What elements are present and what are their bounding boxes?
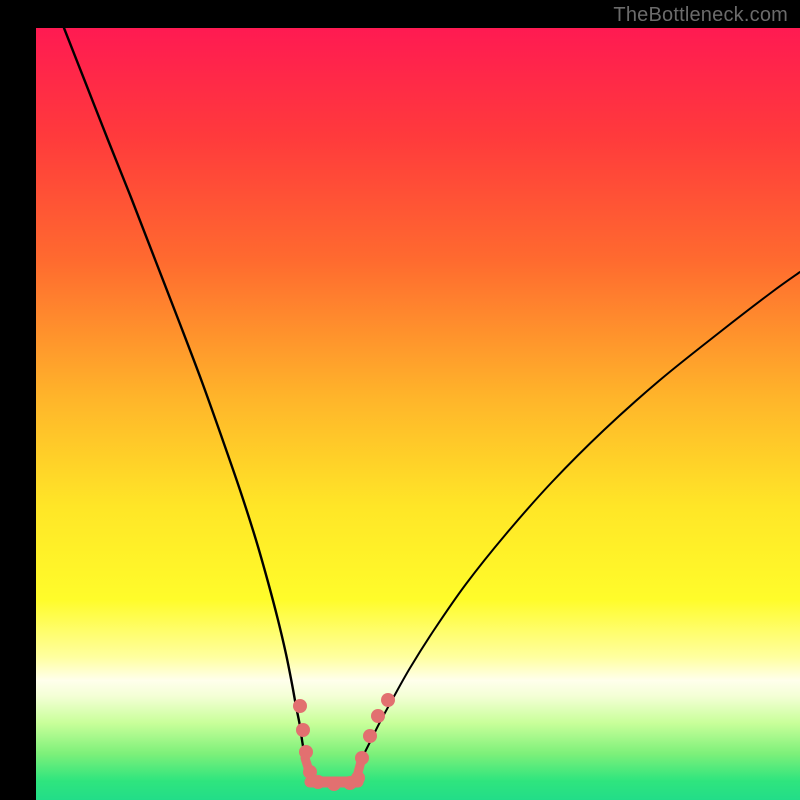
valley-dot xyxy=(381,693,395,707)
valley-dot xyxy=(296,723,310,737)
valley-dot xyxy=(293,699,307,713)
watermark-text: TheBottleneck.com xyxy=(613,4,788,27)
valley-dot xyxy=(371,709,385,723)
valley-dot xyxy=(355,751,369,765)
valley-marker-group xyxy=(293,693,395,791)
valley-dot xyxy=(327,777,341,791)
chart-curves xyxy=(36,28,800,800)
plot-area xyxy=(36,28,800,800)
valley-dot xyxy=(363,729,377,743)
curve-left xyxy=(64,28,305,758)
valley-dot xyxy=(299,745,313,759)
curve-right xyxy=(362,272,800,758)
valley-dot xyxy=(351,771,365,785)
valley-dot xyxy=(311,775,325,789)
